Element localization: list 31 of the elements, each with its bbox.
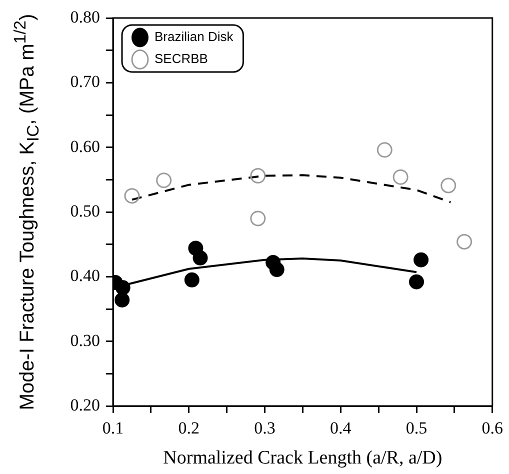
point — [414, 252, 429, 268]
x-tick-label: 0.1 — [102, 418, 124, 438]
point — [409, 274, 424, 290]
x-tick-label: 0.6 — [482, 418, 503, 438]
y-tick-label: 0.70 — [70, 72, 100, 92]
point — [269, 262, 284, 278]
x-tick-label: 0.4 — [330, 418, 352, 438]
point — [376, 142, 392, 158]
y-tick-label: 0.50 — [70, 201, 100, 220]
legend-label: SECRBB — [154, 51, 208, 66]
x-tick-label: 0.2 — [178, 418, 200, 438]
x-axis-title: Normalized Crack Length (a/R, a/D) — [163, 448, 442, 469]
x-tick-label: 0.3 — [254, 418, 276, 438]
y-tick-label: 0.20 — [70, 395, 100, 414]
point — [124, 188, 140, 204]
x-tick-label: 0.5 — [406, 418, 428, 438]
point — [456, 234, 472, 250]
y-tick-label: 0.40 — [70, 266, 100, 286]
point — [440, 178, 456, 194]
point — [184, 272, 200, 288]
point — [392, 169, 408, 185]
point — [192, 250, 208, 266]
point — [156, 172, 172, 188]
point — [250, 168, 266, 184]
legend-label: Brazilian Disk — [154, 29, 234, 44]
y-tick-label: 0.30 — [70, 330, 100, 350]
point — [114, 292, 130, 308]
point — [250, 210, 266, 226]
y-tick-label: 0.80 — [70, 7, 100, 26]
point — [115, 280, 130, 296]
y-tick-label: 0.60 — [70, 136, 100, 156]
